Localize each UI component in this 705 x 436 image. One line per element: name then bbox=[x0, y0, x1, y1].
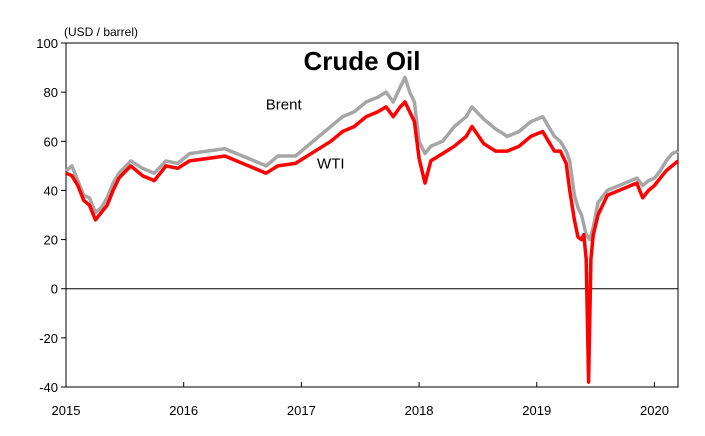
series-line-wti bbox=[65, 100, 680, 384]
chart-title: Crude Oil bbox=[303, 46, 420, 76]
unit-label: (USD / barrel) bbox=[64, 25, 138, 39]
y-tick-label: 20 bbox=[44, 233, 58, 248]
y-tick-label: -40 bbox=[39, 380, 58, 395]
y-axis: -40 -20 0 20 40 60 80 100 bbox=[36, 36, 66, 395]
plot-area-frame bbox=[65, 42, 679, 388]
x-tick-label: 2019 bbox=[522, 403, 551, 418]
y-tick-label: 80 bbox=[44, 85, 58, 100]
x-tick-label: 2017 bbox=[287, 403, 316, 418]
y-tick-label: -20 bbox=[39, 331, 58, 346]
y-tick-label: 0 bbox=[51, 282, 58, 297]
series-layer bbox=[64, 75, 680, 384]
y-tick-label: 40 bbox=[44, 183, 58, 198]
series-line-brent bbox=[64, 75, 679, 242]
x-tick-label: 2020 bbox=[640, 403, 669, 418]
x-tick-label: 2016 bbox=[169, 403, 198, 418]
x-tick-label: 2015 bbox=[52, 403, 81, 418]
y-tick-label: 100 bbox=[36, 36, 58, 51]
x-tick-label: 2018 bbox=[405, 403, 434, 418]
y-tick-label: 60 bbox=[44, 134, 58, 149]
series-labels: Brent WTI bbox=[266, 96, 345, 172]
series-label-wti: WTI bbox=[317, 155, 345, 172]
x-axis: 2015 2016 2017 2018 2019 2020 bbox=[52, 382, 669, 418]
series-label-brent: Brent bbox=[266, 96, 303, 113]
